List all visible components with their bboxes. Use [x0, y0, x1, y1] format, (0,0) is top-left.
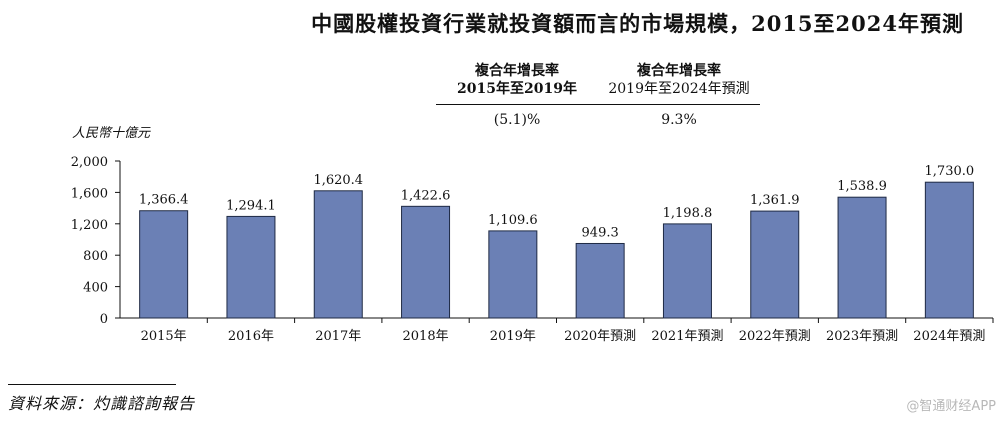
- cagr-header-2015-2019: 複合年增長率 2015年至2019年: [436, 62, 598, 98]
- bar: [750, 210, 800, 319]
- bar-value-label: 1,730.0: [925, 164, 975, 179]
- bar: [662, 223, 712, 319]
- bar: [313, 190, 363, 319]
- y-tick-label: 1,600: [71, 186, 108, 201]
- x-tick-label: 2024年預測: [913, 329, 985, 344]
- bar-value-label: 1,109.6: [488, 213, 538, 228]
- bar: [488, 230, 538, 319]
- y-tick-label: 400: [83, 281, 108, 296]
- bar: [924, 181, 974, 319]
- cagr-header-period: 2015年至2019年: [457, 81, 577, 97]
- bar: [837, 196, 887, 319]
- x-tick-label: 2016年: [228, 329, 274, 344]
- bar-value-label: 1,294.1: [226, 198, 276, 213]
- y-tick-label: 2,000: [71, 155, 108, 170]
- x-tick-label: 2020年預測: [564, 329, 636, 344]
- cagr-header-2019-2024: 複合年增長率 2019年至2024年預測: [598, 62, 760, 98]
- bar-value-label: 1,361.9: [750, 193, 800, 208]
- x-tick-label: 2019年: [490, 329, 536, 344]
- chart-title: 中國股權投資行業就投資額而言的市場規模，2015至2024年預測: [311, 11, 964, 36]
- x-tick-label: 2018年: [403, 329, 449, 344]
- x-tick-label: 2017年: [315, 329, 361, 344]
- x-tick-label: 2015年: [141, 329, 187, 344]
- cagr-divider: [436, 104, 760, 105]
- y-tick-label: 0: [100, 312, 108, 327]
- y-tick-label: 1,200: [71, 218, 108, 233]
- y-tick-label: 800: [83, 249, 108, 264]
- bar: [139, 210, 189, 319]
- x-tick-label: 2022年預測: [739, 329, 811, 344]
- cagr-table: 複合年增長率 2015年至2019年 複合年增長率 2019年至2024年預測 …: [436, 62, 760, 129]
- cagr-header-period: 2019年至2024年預測: [608, 81, 750, 97]
- bar-value-label: 1,422.6: [401, 188, 451, 203]
- source-note: 資料來源：灼識諮詢報告: [8, 394, 196, 413]
- y-axis-unit-label: 人民幣十億元: [72, 126, 151, 141]
- bar: [575, 242, 625, 319]
- bar-value-label: 949.3: [582, 225, 619, 240]
- bar: [401, 205, 451, 319]
- bar: [226, 215, 276, 319]
- watermark: @智通财经APP: [906, 399, 996, 414]
- cagr-value-2015-2019: (5.1)%: [493, 112, 541, 128]
- bar-value-label: 1,620.4: [313, 173, 363, 188]
- bar-value-label: 1,198.8: [663, 206, 713, 221]
- x-tick-label: 2021年預測: [651, 329, 723, 344]
- bar-value-label: 1,366.4: [139, 193, 189, 208]
- cagr-value-2019-2024: 9.3%: [661, 112, 697, 128]
- cagr-header-label: 複合年增長率: [637, 63, 721, 79]
- x-tick-label: 2023年預測: [826, 329, 898, 344]
- source-divider: [8, 384, 176, 385]
- cagr-header-label: 複合年增長率: [475, 63, 559, 79]
- bar-value-label: 1,538.9: [837, 179, 887, 194]
